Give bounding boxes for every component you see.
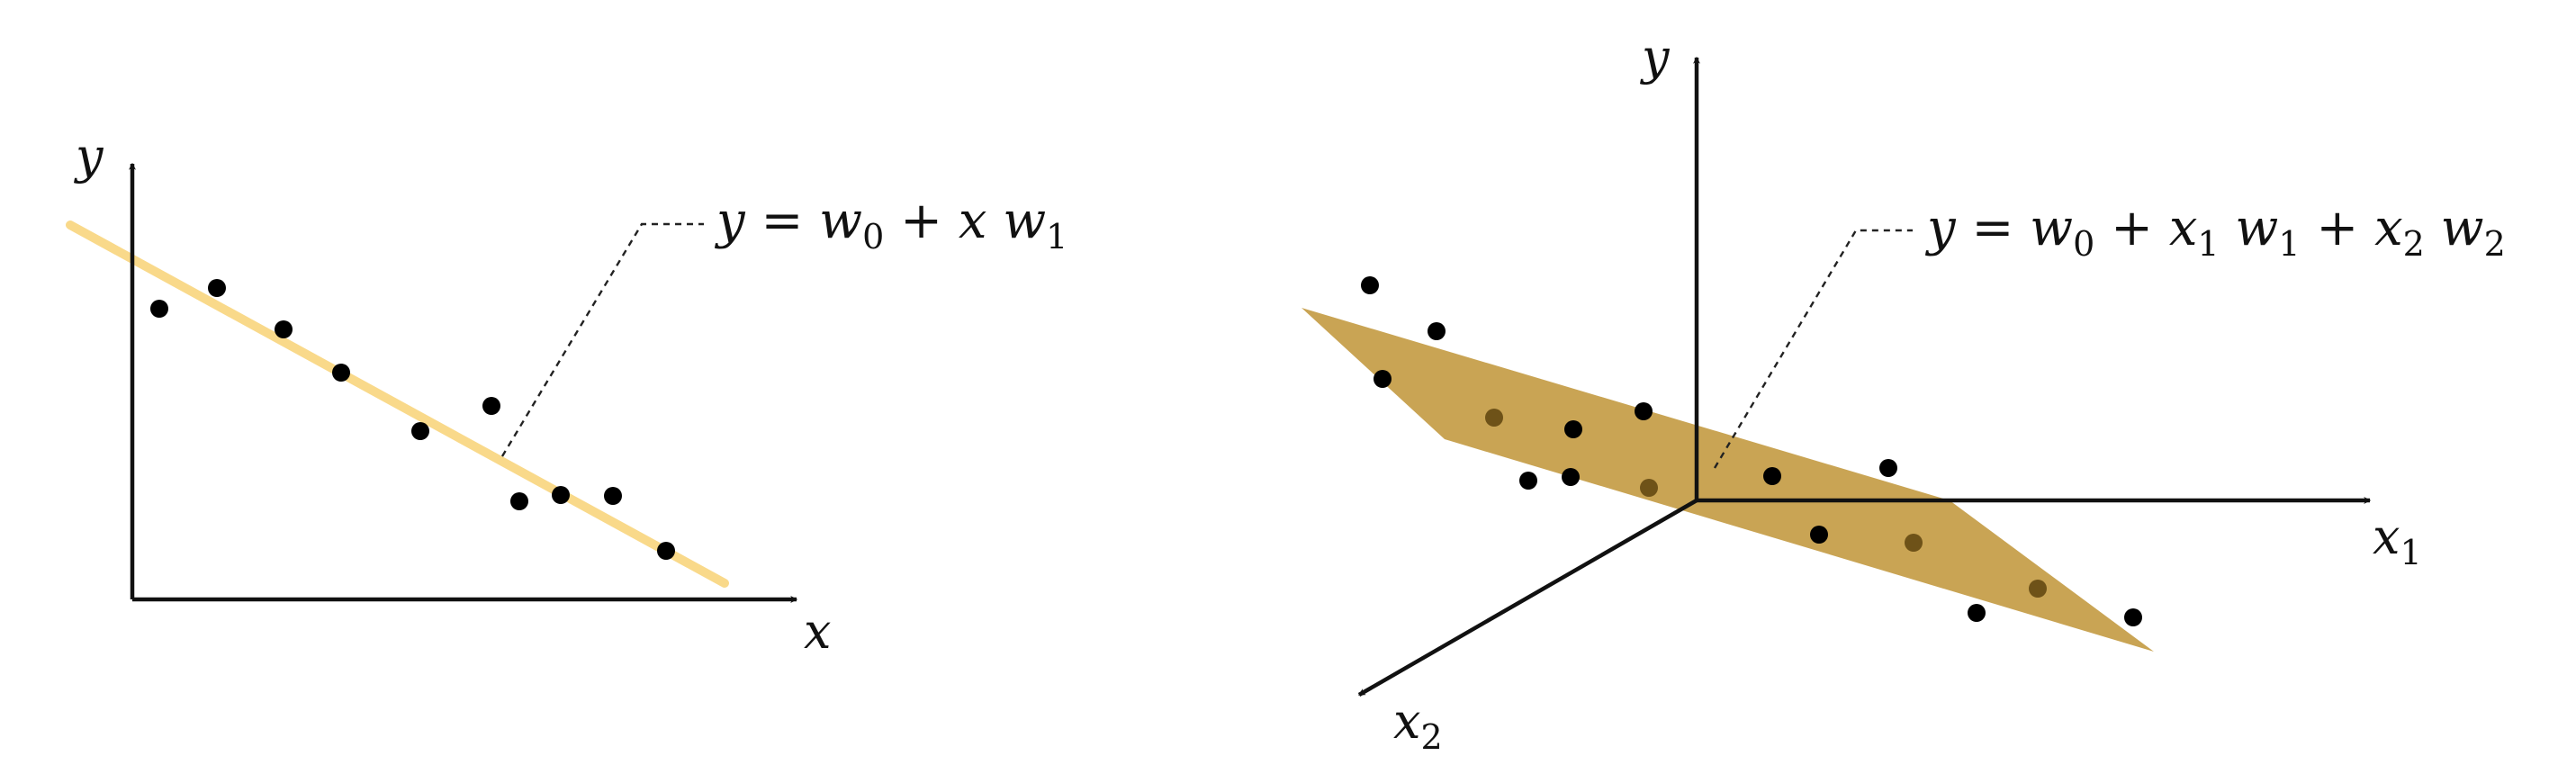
data-point	[1763, 467, 1781, 485]
data-point	[482, 397, 500, 415]
x1-axis-label: x1	[2373, 508, 2422, 572]
data-point	[1361, 276, 1379, 294]
regression-plane	[1302, 308, 2154, 652]
data-points	[150, 279, 675, 560]
data-point	[1968, 604, 1986, 622]
y-axis-label: y	[1640, 29, 1671, 86]
data-point	[1562, 468, 1580, 486]
data-point-below-plane	[2029, 580, 2047, 598]
data-point	[2124, 608, 2142, 626]
data-point	[411, 422, 429, 440]
data-point	[1564, 420, 1582, 438]
regression-equation: y = w0 + x w1	[714, 192, 1067, 256]
data-point-below-plane	[1640, 479, 1658, 497]
data-point	[1374, 370, 1392, 388]
data-point	[604, 487, 622, 505]
equation-leader-line	[500, 222, 704, 457]
data-point	[150, 300, 168, 318]
data-point	[1810, 526, 1828, 544]
data-point	[208, 279, 226, 297]
data-point-below-plane	[1485, 409, 1503, 427]
data-points-behind-plane	[1361, 276, 1897, 477]
data-point	[510, 492, 528, 510]
x2-axis-3d	[1357, 499, 1698, 697]
data-point	[332, 364, 350, 382]
data-point	[657, 542, 675, 560]
data-point	[1519, 472, 1537, 490]
data-point	[1879, 459, 1897, 477]
data-point	[275, 320, 293, 338]
x-axis-label: x	[804, 603, 831, 660]
equation-leader-line	[1713, 229, 1913, 469]
y-axis-label: y	[74, 128, 104, 184]
data-point	[552, 486, 570, 504]
x2-axis-label: x2	[1393, 693, 1443, 757]
data-point-below-plane	[1905, 534, 1923, 552]
data-point	[1635, 402, 1653, 420]
multiple-regression-panel: y x1 x2 y = w0 + x1 w1 + x2 w2	[1302, 29, 2506, 757]
regression-equation: y = w0 + x1 w1 + x2 w2	[1924, 199, 2506, 264]
simple-regression-panel: y x y = w0 + x w1	[66, 128, 1067, 660]
data-point	[1428, 322, 1446, 340]
data-points-on-plane	[1374, 370, 2142, 626]
regression-line	[66, 220, 729, 588]
